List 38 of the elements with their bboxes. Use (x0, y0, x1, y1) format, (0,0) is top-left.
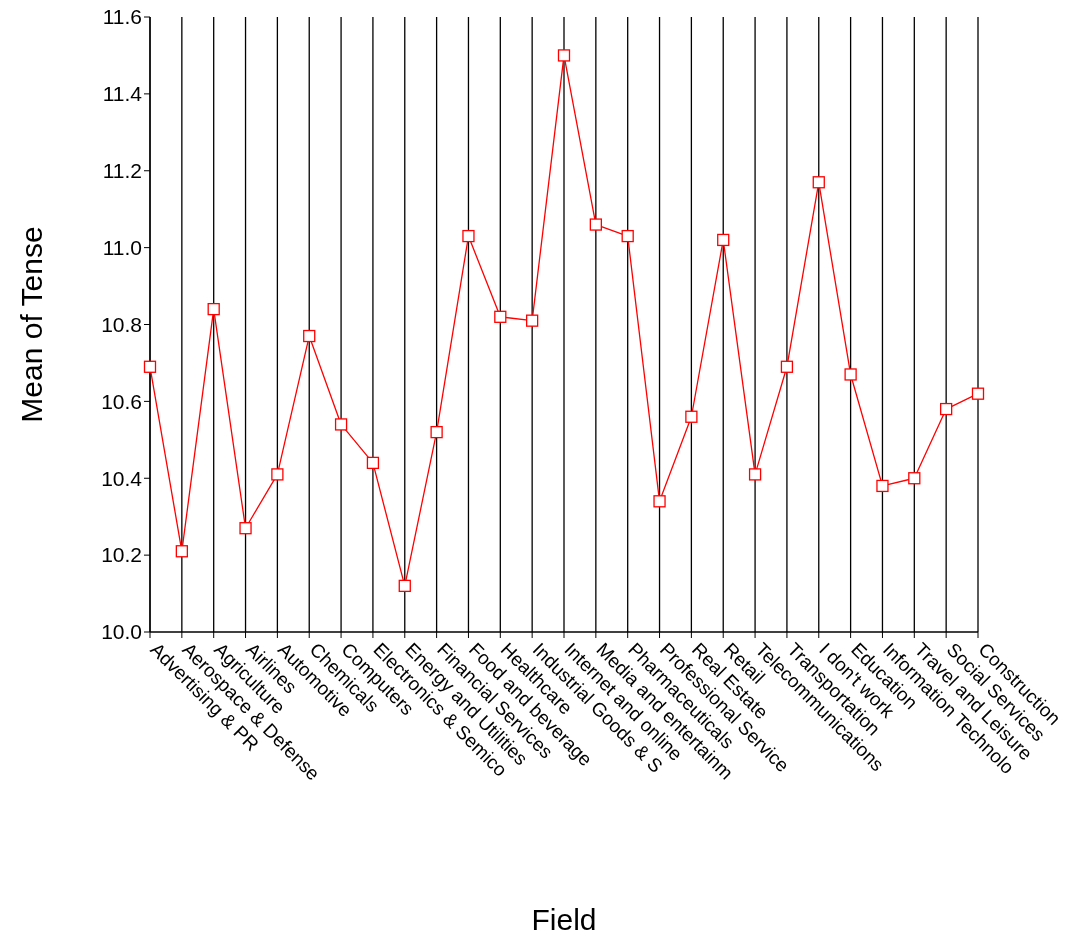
point (876, 479, 889, 493)
y-tick-label: 10.2 (101, 543, 142, 567)
y-tick-label: 10.0 (101, 620, 142, 644)
point (780, 360, 794, 373)
point (398, 579, 411, 593)
point (748, 468, 762, 481)
point (303, 329, 316, 343)
y-tick-label: 11.6 (102, 5, 142, 29)
y-tick-label: 10.8 (101, 312, 142, 336)
point (334, 418, 348, 431)
y-axis-title: Mean of Tense (15, 226, 48, 423)
y-tick-label: 10.6 (101, 389, 142, 413)
y-tick-label: 11.0 (102, 235, 142, 259)
point (271, 468, 284, 481)
point (844, 368, 857, 381)
point (653, 495, 666, 508)
point (908, 472, 921, 485)
point (685, 410, 698, 423)
point (366, 456, 380, 470)
point (494, 310, 507, 323)
point (207, 302, 220, 316)
point (557, 49, 571, 62)
y-tick-label: 11.4 (102, 82, 143, 106)
point (940, 402, 953, 416)
y-tick-label: 10.4 (101, 466, 143, 490)
point (462, 229, 475, 243)
point (430, 425, 443, 439)
point (812, 176, 825, 189)
point (717, 233, 730, 247)
point (239, 522, 252, 535)
point (175, 545, 188, 558)
point (621, 229, 634, 243)
point (526, 314, 539, 327)
point (971, 387, 985, 400)
point (143, 360, 157, 373)
y-tick-label: 11.2 (102, 159, 142, 183)
point (589, 218, 602, 231)
x-axis-title: Field (531, 903, 597, 936)
